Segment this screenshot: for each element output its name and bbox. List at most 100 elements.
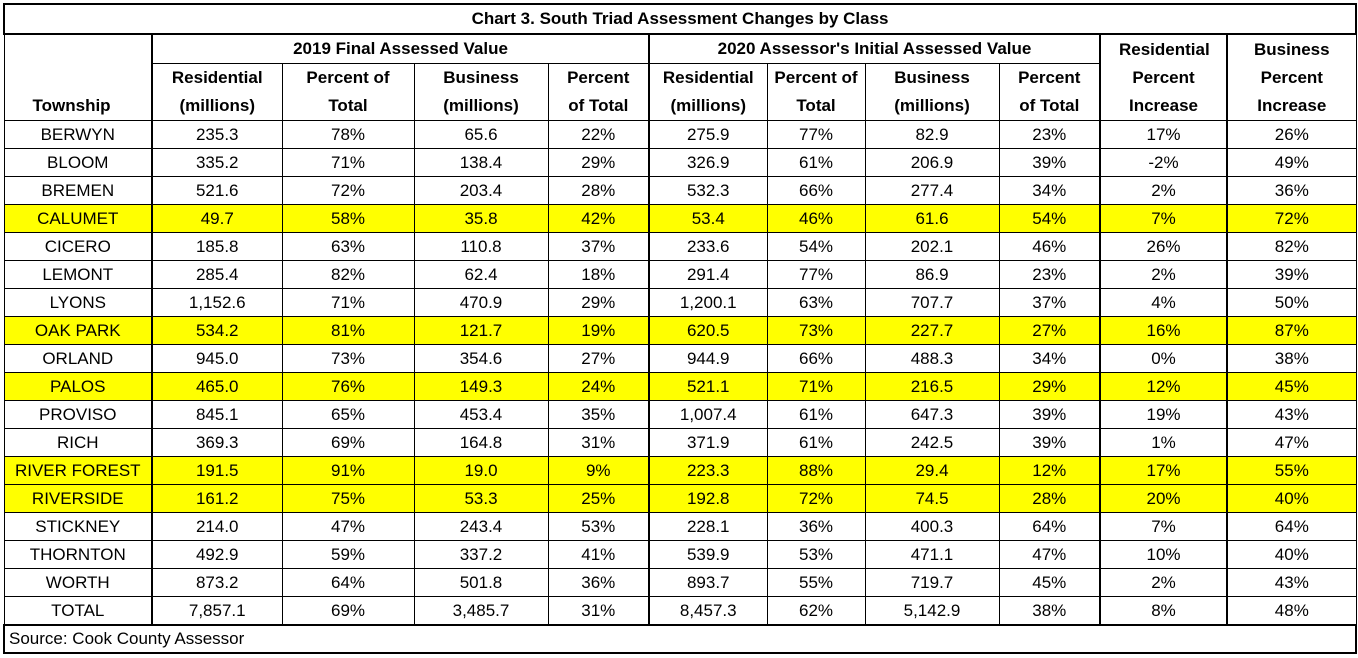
table-row: WORTH 873.2 64% 501.8 36% 893.7 55% 719.7 45% 2% 4… (3, 568, 1357, 597)
cell-value: 64% (281, 568, 415, 597)
cell-value: 50% (1226, 288, 1357, 317)
cell-value: 492.9 (151, 540, 283, 569)
cell-value: 64% (998, 512, 1101, 541)
cell-value: 31% (547, 596, 650, 626)
header-2020-bus: Business (millions) (864, 63, 1000, 121)
cell-value: 7,857.1 (151, 596, 283, 626)
cell-township: RIVER FOREST (3, 456, 153, 485)
cell-value: 29.4 (864, 456, 1000, 485)
cell-value: 55% (766, 568, 866, 597)
cell-township: THORNTON (3, 540, 153, 569)
cell-value: 28% (547, 176, 650, 205)
cell-value: 8% (1099, 596, 1228, 626)
table-row: RIVER FOREST 191.5 91% 19.0 9% 223.3 88% 29.4 12… (3, 456, 1357, 485)
cell-value: 65% (281, 400, 415, 429)
cell-value: 77% (766, 120, 866, 149)
cell-value: 54% (766, 232, 866, 261)
cell-value: 37% (547, 232, 650, 261)
cell-value: -2% (1099, 148, 1228, 177)
cell-township: STICKNEY (3, 512, 153, 541)
cell-value: 354.6 (413, 344, 549, 373)
cell-value: 28% (998, 484, 1101, 513)
cell-value: 49% (1226, 148, 1357, 177)
cell-value: 29% (998, 372, 1101, 401)
cell-value: 53.3 (413, 484, 549, 513)
cell-value: 488.3 (864, 344, 1000, 373)
cell-township: LYONS (3, 288, 153, 317)
cell-value: 18% (547, 260, 650, 289)
cell-value: 82% (1226, 232, 1357, 261)
cell-value: 164.8 (413, 428, 549, 457)
table-row: THORNTON 492.9 59% 337.2 41% 539.9 53% 471.1 47%… (3, 540, 1357, 569)
cell-value: 36% (547, 568, 650, 597)
header-bus-increase: Business Percent Increase (1226, 33, 1357, 121)
cell-value: 465.0 (151, 372, 283, 401)
table-row: PALOS 465.0 76% 149.3 24% 521.1 71% 216.5 29% 12%… (3, 372, 1357, 401)
cell-township: CALUMET (3, 204, 153, 233)
cell-value: 1,200.1 (648, 288, 768, 317)
cell-value: 12% (1099, 372, 1228, 401)
header-2019-pct: Percent of Total (281, 63, 415, 121)
cell-value: 77% (766, 260, 866, 289)
cell-value: 59% (281, 540, 415, 569)
header-2019-pct-text: Percent of Total (306, 68, 390, 115)
cell-value: 81% (281, 316, 415, 345)
cell-value: 285.4 (151, 260, 283, 289)
header-2020-bus-text: Business (millions) (894, 68, 970, 115)
cell-value: 53% (547, 512, 650, 541)
cell-value: 223.3 (648, 456, 768, 485)
cell-value: 61% (766, 428, 866, 457)
cell-value: 873.2 (151, 568, 283, 597)
cell-value: 35.8 (413, 204, 549, 233)
table-row: BLOOM 335.2 71% 138.4 29% 326.9 61% 206.9 39% -2%… (3, 148, 1357, 177)
cell-value: 47% (1226, 428, 1357, 457)
cell-value: 34% (998, 344, 1101, 373)
cell-value: 46% (766, 204, 866, 233)
cell-value: 19% (1099, 400, 1228, 429)
cell-value: 647.3 (864, 400, 1000, 429)
cell-value: 291.4 (648, 260, 768, 289)
cell-value: 66% (766, 176, 866, 205)
cell-value: 2% (1099, 176, 1228, 205)
table-row: BERWYN 235.3 78% 65.6 22% 275.9 77% 82.9 23% 17% 2… (3, 120, 1357, 149)
cell-value: 29% (547, 148, 650, 177)
cell-value: 12% (998, 456, 1101, 485)
table-title: Chart 3. South Triad Assessment Changes … (2, 3, 1358, 35)
cell-value: 71% (281, 288, 415, 317)
cell-value: 69% (281, 428, 415, 457)
header-2019-pct2-text: Percent of Total (567, 68, 630, 115)
header-2020-pct-text: Percent of Total (774, 68, 858, 115)
cell-value: 86.9 (864, 260, 1000, 289)
cell-value: 53% (766, 540, 866, 569)
cell-value: 88% (766, 456, 866, 485)
cell-value: 37% (998, 288, 1101, 317)
cell-value: 1,152.6 (151, 288, 283, 317)
cell-value: 46% (998, 232, 1101, 261)
header-2019-pct2: Percent of Total (547, 63, 650, 121)
cell-township: WORTH (3, 568, 153, 597)
cell-value: 72% (1226, 204, 1357, 233)
cell-value: 16% (1099, 316, 1228, 345)
cell-value: 63% (766, 288, 866, 317)
cell-township: PALOS (3, 372, 153, 401)
cell-value: 216.5 (864, 372, 1000, 401)
cell-value: 43% (1226, 400, 1357, 429)
cell-value: 7% (1099, 204, 1228, 233)
cell-value: 91% (281, 456, 415, 485)
table-row: OAK PARK 534.2 81% 121.7 19% 620.5 73% 227.7 27%… (3, 316, 1357, 345)
cell-value: 17% (1099, 120, 1228, 149)
cell-value: 534.2 (151, 316, 283, 345)
cell-value: 47% (281, 512, 415, 541)
cell-value: 61% (766, 148, 866, 177)
cell-value: 277.4 (864, 176, 1000, 205)
header-2020-res-text: Residential (millions) (662, 68, 754, 115)
cell-value: 845.1 (151, 400, 283, 429)
cell-value: 19% (547, 316, 650, 345)
cell-value: 49.7 (151, 204, 283, 233)
cell-value: 55% (1226, 456, 1357, 485)
cell-value: 36% (1226, 176, 1357, 205)
cell-value: 82.9 (864, 120, 1000, 149)
cell-value: 161.2 (151, 484, 283, 513)
cell-value: 48% (1226, 596, 1357, 626)
cell-value: 23% (998, 120, 1101, 149)
